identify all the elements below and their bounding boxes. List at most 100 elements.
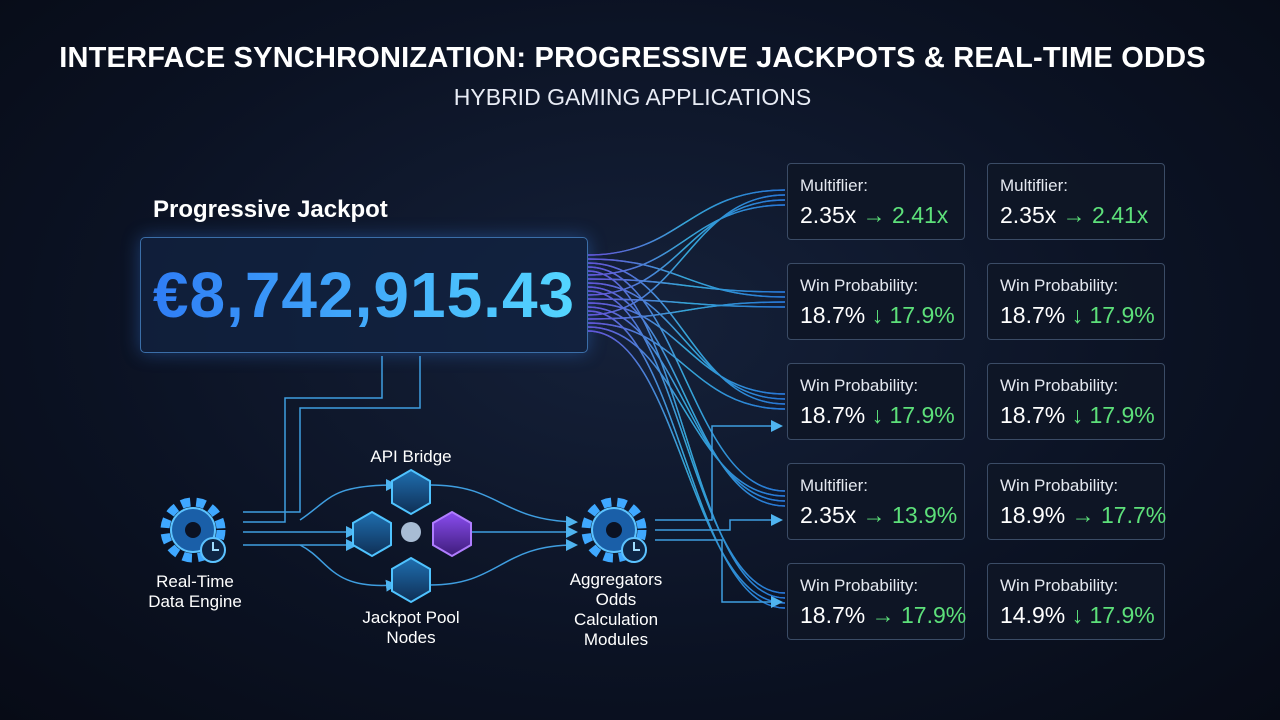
- title: INTERFACE SYNCHRONIZATION: PROGRESSIVE J…: [59, 42, 1206, 74]
- connector: [655, 420, 783, 521]
- odds-card: Win Probability: 14.9% ↓ 17.9%: [987, 563, 1165, 640]
- hex-node: [432, 510, 472, 558]
- flow-line: [587, 306, 786, 502]
- value-to: 13.9%: [892, 502, 958, 528]
- connector: [429, 484, 578, 528]
- value-arrow: ↓: [1071, 302, 1084, 328]
- card-value: 2.35x → 13.9%: [800, 502, 957, 529]
- value-arrow: ↓: [1071, 402, 1084, 428]
- gear-icon: [581, 497, 647, 563]
- gear-icon: [160, 497, 226, 563]
- card-value: 2.35x → 2.41x: [800, 202, 948, 229]
- node-label-line: API Bridge: [370, 447, 452, 466]
- node-label-line: Calculation: [573, 610, 659, 629]
- value-to: 17.9%: [889, 302, 955, 328]
- value-to: 2.41x: [892, 202, 949, 228]
- connector: [243, 356, 383, 523]
- flow-line: [587, 189, 786, 256]
- hex-node: [391, 556, 431, 604]
- node-label: Real-Time Data Engine: [95, 572, 295, 612]
- value-from: 18.7%: [800, 402, 866, 428]
- node-label-line: Odds: [595, 590, 637, 609]
- node-label-line: Data Engine: [148, 592, 242, 611]
- value-arrow: →: [862, 502, 886, 528]
- value-from: 18.9%: [1000, 502, 1066, 528]
- jackpot-label: Progressive Jackpot: [153, 196, 388, 223]
- card-label: Win Probability:: [800, 276, 919, 295]
- connector: [299, 479, 398, 521]
- hub-glow: [401, 522, 421, 542]
- card-value: 18.9% → 17.7%: [1000, 502, 1166, 529]
- connector: [655, 514, 783, 531]
- value-arrow: →: [862, 202, 886, 228]
- odds-card: Win Probability: 18.7% → 17.9%: [787, 563, 966, 640]
- node-label: Aggregators Odds Calculation Modules: [516, 570, 716, 650]
- card-label: Win Probability:: [1000, 276, 1119, 295]
- flow-line: [587, 298, 786, 308]
- flow-line: [587, 194, 786, 316]
- card-label: Multiflier:: [800, 176, 869, 195]
- flow-line: [587, 286, 786, 507]
- flow-line: [587, 282, 786, 400]
- odds-card: Win Probability: 18.7% ↓ 17.9%: [787, 363, 965, 440]
- value-arrow: →: [1071, 502, 1095, 528]
- connectors: [243, 356, 783, 608]
- node-label-line: Aggregators: [569, 570, 663, 589]
- card-value: 18.7% ↓ 17.9%: [1000, 302, 1155, 329]
- flow-line: [587, 262, 786, 405]
- value-arrow: →: [871, 602, 895, 628]
- value-arrow: →: [1062, 202, 1086, 228]
- flow-line: [587, 199, 786, 296]
- value-arrow: ↓: [871, 402, 884, 428]
- flow-line: [587, 266, 786, 492]
- odds-card: Win Probability: 18.7% ↓ 17.9%: [987, 363, 1165, 440]
- flow-line: [587, 310, 786, 609]
- value-from: 18.7%: [800, 302, 866, 328]
- hex-node: [352, 510, 392, 558]
- flow-line: [587, 199, 786, 296]
- card-value: 18.7% ↓ 17.9%: [800, 402, 955, 429]
- value-to: 17.9%: [889, 402, 955, 428]
- value-from: 2.35x: [800, 502, 857, 528]
- node-label-line: Jackpot Pool: [362, 608, 460, 627]
- hex-node: [391, 468, 431, 516]
- card-value: 14.9% ↓ 17.9%: [1000, 602, 1155, 629]
- value-arrow: ↓: [871, 302, 884, 328]
- flow-line: [587, 258, 786, 298]
- value-to: 17.7%: [1101, 502, 1167, 528]
- flow-line: [587, 266, 786, 492]
- flow-line: [587, 286, 786, 507]
- value-arrow: ↓: [1071, 602, 1084, 628]
- flow-line: [587, 330, 786, 604]
- value-to: 17.9%: [901, 602, 967, 628]
- value-from: 14.9%: [1000, 602, 1066, 628]
- odds-card: Win Probability: 18.9% → 17.7%: [987, 463, 1166, 540]
- connector: [429, 539, 578, 586]
- data-flows: [587, 189, 786, 609]
- node-label-line: Real-Time: [156, 572, 234, 591]
- card-value: 18.7% → 17.9%: [800, 602, 966, 629]
- card-label: Win Probability:: [1000, 476, 1119, 495]
- card-label: Multiflier:: [800, 476, 869, 495]
- subtitle: HYBRID GAMING APPLICATIONS: [453, 84, 812, 110]
- value-from: 2.35x: [1000, 202, 1057, 228]
- flow-line: [587, 278, 786, 293]
- card-label: Win Probability:: [1000, 576, 1119, 595]
- card-value: 2.35x → 2.41x: [1000, 202, 1148, 229]
- hex-cluster: [352, 468, 472, 604]
- connector: [299, 544, 398, 592]
- flow-line: [587, 330, 786, 604]
- flow-line: [587, 310, 786, 609]
- card-label: Win Probability:: [800, 376, 919, 395]
- card-value: 18.7% ↓ 17.9%: [800, 302, 955, 329]
- value-from: 18.7%: [1000, 302, 1066, 328]
- odds-card: Multiflier: 2.35x → 2.41x: [987, 163, 1165, 240]
- odds-card: Win Probability: 18.7% ↓ 17.9%: [787, 263, 965, 340]
- flow-line: [587, 204, 786, 276]
- value-to: 2.41x: [1092, 202, 1149, 228]
- odds-card: Win Probability: 18.7% ↓ 17.9%: [987, 263, 1165, 340]
- card-label: Win Probability:: [1000, 376, 1119, 395]
- connector: [655, 539, 783, 608]
